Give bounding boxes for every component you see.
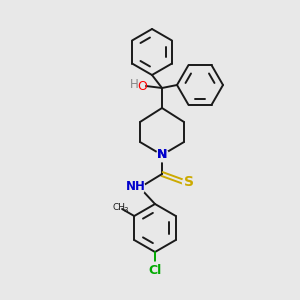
Text: 3: 3 — [123, 207, 128, 213]
Text: NH: NH — [126, 181, 146, 194]
Text: O: O — [137, 80, 147, 92]
Text: S: S — [184, 175, 194, 189]
Text: N: N — [157, 148, 167, 161]
Text: H: H — [130, 79, 138, 92]
Text: Cl: Cl — [148, 263, 162, 277]
Text: CH: CH — [112, 203, 126, 212]
Text: N: N — [157, 148, 167, 161]
